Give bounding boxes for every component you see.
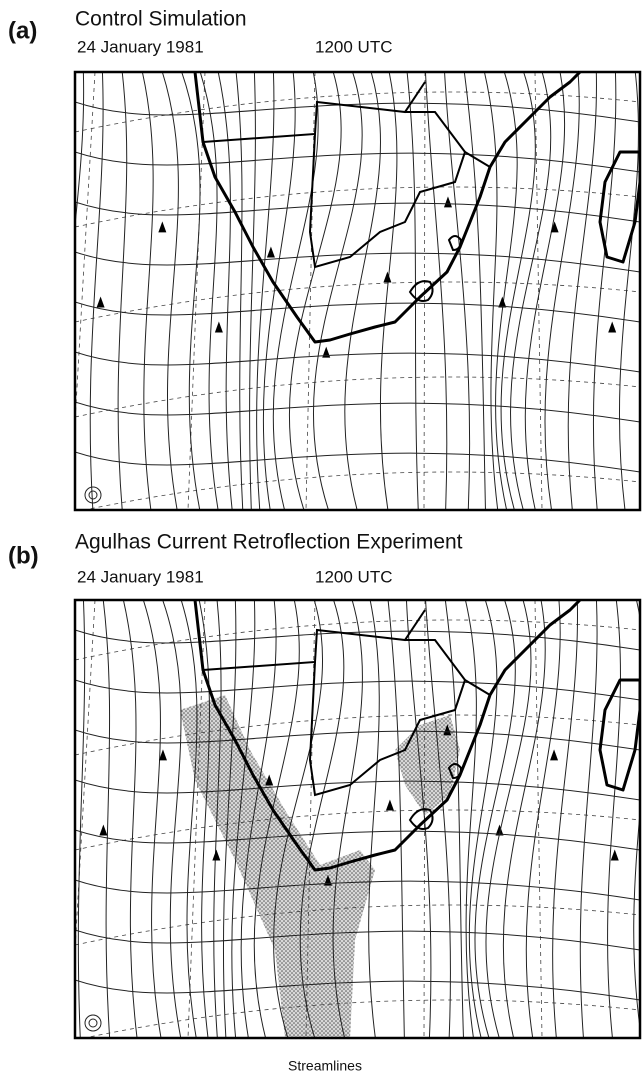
panel-title: Control Simulation bbox=[75, 8, 247, 31]
streamline bbox=[33, 62, 67, 520]
panel-date: 24 January 1981 bbox=[77, 567, 204, 586]
flow-arrow bbox=[37, 196, 45, 207]
panel-date: 24 January 1981 bbox=[77, 37, 204, 56]
panel-time: 1200 UTC bbox=[315, 567, 392, 586]
streamline bbox=[8, 62, 52, 520]
map-content bbox=[8, 62, 642, 520]
caption: Streamlines bbox=[288, 1058, 362, 1074]
map-panel bbox=[8, 62, 642, 520]
panel-label: (b) bbox=[8, 542, 39, 569]
panel-label: (a) bbox=[8, 17, 37, 44]
panel-title: Agulhas Current Retroflection Experiment bbox=[75, 531, 463, 554]
figure: (a) Control Simulation 24 January 1981 1… bbox=[0, 0, 642, 1079]
map-background bbox=[75, 72, 640, 510]
streamline bbox=[48, 590, 65, 1048]
flow-arrow bbox=[38, 724, 46, 735]
map-content bbox=[17, 590, 642, 1048]
page: (a) Control Simulation 24 January 1981 1… bbox=[0, 0, 642, 1079]
map-panel bbox=[17, 590, 642, 1048]
panel-time: 1200 UTC bbox=[315, 37, 392, 56]
streamline bbox=[17, 590, 48, 1048]
map-background bbox=[75, 600, 640, 1038]
